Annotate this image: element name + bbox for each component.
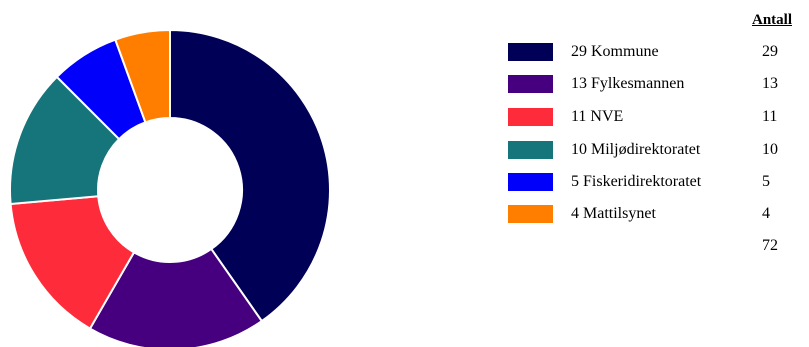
legend-swatch (508, 108, 553, 126)
legend-item-nve[interactable]: 11 NVE 11 (508, 107, 809, 127)
donut-slice-miljodirektoratet[interactable] (9, 75, 121, 206)
donut-slice-nve[interactable] (9, 195, 136, 330)
legend-count: 29 (762, 43, 778, 60)
donut-slice-kommune[interactable] (169, 28, 331, 323)
legend-count: 11 (762, 108, 778, 125)
legend-count: 4 (762, 205, 770, 222)
donut-slice-fylkesmannen[interactable] (88, 247, 264, 347)
legend-label: 4 Mattilsynet (571, 205, 656, 222)
legend-count: 13 (762, 75, 778, 92)
legend-label: 11 NVE (571, 108, 624, 125)
legend-item-fylkesmannen[interactable]: 13 Fylkesmannen 13 (508, 74, 809, 94)
legend-swatch (508, 43, 553, 61)
legend-header-antall: Antall (752, 12, 793, 28)
legend-total: 72 (762, 237, 778, 254)
legend-count: 5 (762, 173, 770, 190)
donut-slice-mattilsynet[interactable] (113, 28, 171, 124)
legend-label: 10 Miljødirektoratet (571, 141, 701, 158)
legend-label: 13 Fylkesmannen (571, 75, 685, 92)
legend-item-fiskeridirektoratet[interactable]: 5 Fiskeridirektoratet 5 (508, 172, 809, 192)
legend-swatch (508, 75, 553, 93)
legend-item-mattilsynet[interactable]: 4 Mattilsynet 4 (508, 204, 809, 224)
legend-swatch (508, 205, 553, 223)
legend-item-miljodirektoratet[interactable]: 10 Miljødirektoratet 10 (508, 140, 809, 160)
donut-chart (9, 28, 331, 347)
legend-swatch (508, 173, 553, 191)
legend-label: 5 Fiskeridirektoratet (571, 173, 702, 190)
legend-item-kommune[interactable]: 29 Kommune 29 (508, 42, 809, 62)
legend-label: 29 Kommune (571, 43, 659, 60)
legend-count: 10 (762, 141, 778, 158)
legend-swatch (508, 141, 553, 159)
